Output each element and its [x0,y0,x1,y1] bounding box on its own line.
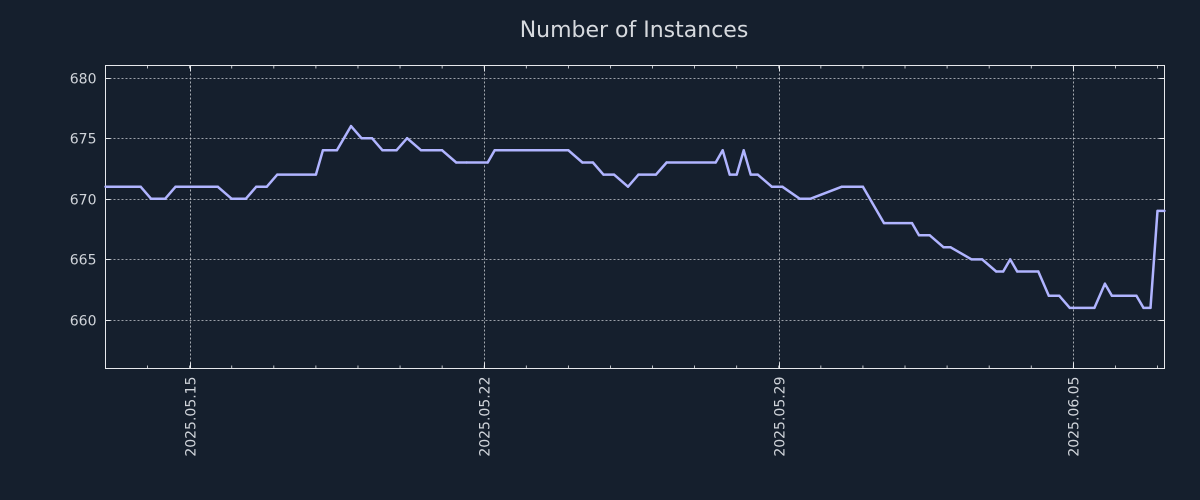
data-point [612,173,616,176]
data-point [139,185,142,188]
x-tick-label: 2025.05.22 [478,377,494,457]
data-point [721,149,724,152]
data-point [728,173,731,176]
data-point [1068,306,1072,310]
data-point [349,124,353,128]
x-axis: 2025.05.15 2025.05.22 2025.05.29 2025.06.05 [105,65,1158,457]
y-tick-label: 665 [70,253,97,269]
data-point [1110,294,1114,297]
data-point [395,149,398,152]
data-point [882,221,886,225]
data-point [149,197,153,200]
data-point [756,173,759,176]
data-point [405,137,409,140]
data-point [942,246,945,249]
data-point [770,185,773,188]
data-point [1135,294,1138,297]
data-point [626,185,630,188]
data-point [1037,270,1040,273]
data-point [1093,306,1096,310]
series-line [105,124,1165,310]
data-point [809,197,812,200]
data-point [995,270,998,273]
data-point [276,173,279,176]
data-point [493,149,496,152]
data-point [321,149,325,152]
data-point [1047,294,1051,297]
data-point [360,137,363,140]
y-tick-label: 680 [70,72,97,88]
data-point [928,234,931,237]
data-point [567,149,570,152]
data-point [230,197,233,200]
data-point [637,173,640,176]
data-point [104,185,107,188]
data-point [486,161,489,164]
data-point [591,161,595,164]
data-point [335,149,339,152]
data-point [949,246,952,249]
data-point [981,258,984,261]
data-point [910,221,914,225]
y-axis: 660 665 670 675 680 [70,72,1165,330]
data-point [861,185,865,188]
data-point [1103,282,1107,285]
data-point [1002,270,1005,273]
x-tick-label: 2025.06.05 [1067,377,1083,457]
x-tick-label: 2025.05.15 [184,377,200,457]
data-point [465,161,468,164]
data-point [654,173,658,176]
data-point [1058,294,1061,297]
data-point [370,137,374,140]
y-tick-label: 660 [70,314,97,330]
data-point [1016,270,1019,273]
y-tick-label: 675 [70,132,97,148]
data-point [1142,306,1145,310]
data-point [455,161,458,164]
data-point [1149,306,1152,310]
data-point [742,149,745,152]
series-group [104,124,1166,310]
data-point [781,185,784,188]
data-point [1156,209,1159,213]
data-point [749,173,752,176]
data-point [216,185,219,188]
x-tick-label: 2025.05.29 [773,377,789,457]
data-point [314,173,318,176]
data-point [602,173,605,176]
data-point [430,149,433,152]
data-point [1009,258,1012,261]
data-point [244,197,247,200]
data-point [419,149,423,152]
data-point [840,185,844,188]
data-point [581,161,584,164]
data-point [798,197,801,200]
data-point [265,185,268,188]
data-point [163,197,167,200]
grid [105,65,1165,369]
y-tick-label: 670 [70,193,97,209]
data-point [255,185,258,188]
data-point [440,149,444,152]
data-point [665,161,668,164]
chart-title: Number of Instances [520,18,749,43]
data-point [714,161,717,164]
plot-frame [105,65,1165,369]
data-point [735,173,738,176]
data-point [970,258,973,261]
data-point [381,149,384,152]
data-point [1163,209,1166,213]
data-point [917,234,921,237]
data-point [174,185,177,188]
